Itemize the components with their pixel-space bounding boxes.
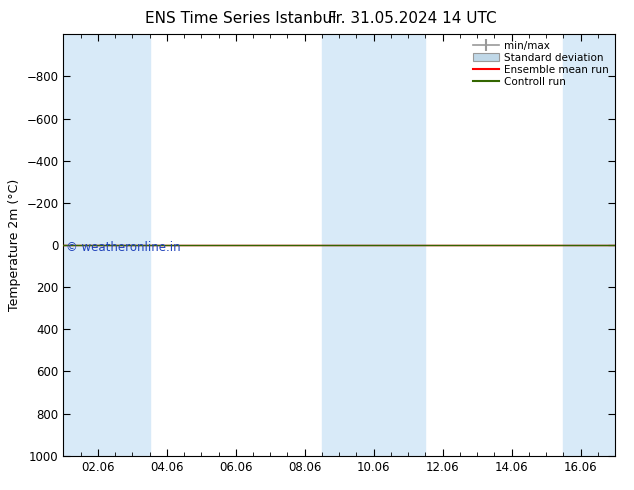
Text: Fr. 31.05.2024 14 UTC: Fr. 31.05.2024 14 UTC	[328, 11, 496, 26]
Bar	[98, 34, 150, 456]
Bar	[63, 34, 98, 456]
Text: © weatheronline.in: © weatheronline.in	[66, 241, 181, 254]
Text: ENS Time Series Istanbul: ENS Time Series Istanbul	[145, 11, 337, 26]
Bar	[563, 34, 615, 456]
Legend: min/max, Standard deviation, Ensemble mean run, Controll run: min/max, Standard deviation, Ensemble me…	[470, 37, 612, 90]
Y-axis label: Temperature 2m (°C): Temperature 2m (°C)	[8, 179, 21, 311]
Bar	[373, 34, 425, 456]
Bar	[322, 34, 373, 456]
